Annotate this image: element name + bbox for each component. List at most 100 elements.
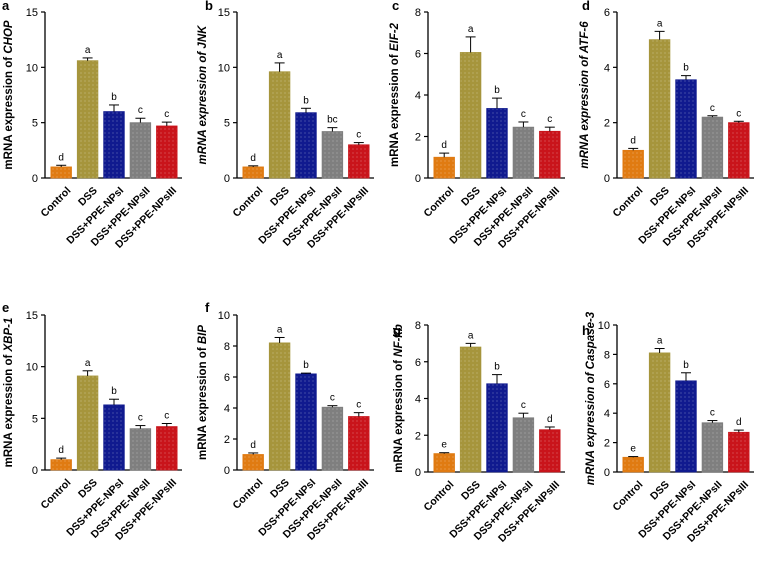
significance-letter: d xyxy=(547,414,553,425)
significance-letter: d xyxy=(250,440,256,451)
y-tick-label: 2 xyxy=(415,132,421,144)
chart-panel-e: e 0 5 10 15 mRNA expression of XBP-1 d Control a… xyxy=(2,300,182,543)
panel-letter: f xyxy=(205,300,210,315)
bar-dss xyxy=(268,71,291,179)
bar-control xyxy=(242,166,264,179)
bar-dss-ppe-npsii xyxy=(321,406,344,471)
bar-dss-ppe-npsi xyxy=(103,111,125,179)
y-tick-label: 8 xyxy=(415,320,421,332)
x-tick-label: Control xyxy=(231,477,266,512)
significance-letter: a xyxy=(277,50,283,61)
bar-control xyxy=(50,166,72,179)
x-tick-label: Control xyxy=(611,185,646,220)
bar-dss-ppe-npsii xyxy=(701,116,724,179)
significance-letter: b xyxy=(683,63,689,74)
bar-dss-ppe-npsiii xyxy=(348,144,370,179)
bar-dss-ppe-npsii xyxy=(129,122,152,179)
y-tick-label: 4 xyxy=(224,403,230,415)
y-tick-label: 0 xyxy=(224,173,230,185)
bar-dss-ppe-npsi xyxy=(103,404,125,471)
y-tick-label: 5 xyxy=(224,118,230,130)
y-tick-label: 8 xyxy=(415,7,421,19)
y-tick-label: 15 xyxy=(218,7,230,19)
bar-dss xyxy=(459,52,482,179)
bar-dss-ppe-npsiii xyxy=(156,125,178,179)
significance-letter: a xyxy=(277,324,283,335)
x-tick-label: Control xyxy=(39,185,74,220)
bar-dss-ppe-npsii xyxy=(512,417,535,473)
bar-dss-ppe-npsi xyxy=(486,108,508,179)
bar-dss-ppe-npsiii xyxy=(156,426,178,471)
y-axis-label: mRNA expression of NF-kb xyxy=(393,324,405,472)
bar-dss xyxy=(76,375,99,471)
y-tick-label: 4 xyxy=(604,62,610,74)
bar-dss-ppe-npsi xyxy=(675,79,697,179)
significance-letter: b xyxy=(683,360,689,371)
significance-letter: b xyxy=(494,362,500,373)
significance-letter: b xyxy=(111,386,117,397)
y-tick-label: 0 xyxy=(604,173,610,185)
y-tick-label: 10 xyxy=(598,320,610,332)
y-tick-label: 10 xyxy=(218,62,230,74)
significance-letter: d xyxy=(58,445,64,456)
x-tick-label: Control xyxy=(231,185,266,220)
panel-letter: a xyxy=(2,0,10,13)
significance-letter: a xyxy=(85,45,91,56)
significance-letter: c xyxy=(547,114,552,125)
y-tick-label: 15 xyxy=(26,7,38,19)
significance-letter: c xyxy=(710,103,715,114)
significance-letter: c xyxy=(164,109,169,120)
y-tick-label: 0 xyxy=(224,465,230,477)
y-tick-label: 5 xyxy=(32,413,38,425)
bar-dss xyxy=(648,352,671,473)
y-tick-label: 6 xyxy=(604,7,610,19)
y-tick-label: 0 xyxy=(604,467,610,479)
bar-control xyxy=(622,456,644,473)
y-tick-label: 5 xyxy=(32,118,38,130)
bar-control xyxy=(433,156,455,179)
significance-letter: b xyxy=(111,92,117,103)
significance-letter: a xyxy=(657,336,663,347)
significance-letter: d xyxy=(58,152,64,163)
y-tick-label: 8 xyxy=(224,341,230,353)
y-tick-label: 6 xyxy=(415,357,421,369)
y-tick-label: 10 xyxy=(218,310,230,322)
significance-letter: a xyxy=(657,18,663,29)
y-axis-label: mRNA expression of JNK xyxy=(197,25,209,165)
y-axis-label: mRNA expression of Caspase-3 xyxy=(585,311,597,485)
significance-letter: d xyxy=(250,153,256,164)
x-tick-label: Control xyxy=(422,185,457,220)
significance-letter: c xyxy=(138,413,143,424)
bar-dss-ppe-npsi xyxy=(295,373,317,471)
y-tick-label: 8 xyxy=(604,349,610,361)
significance-letter: a xyxy=(468,330,474,341)
bar-dss xyxy=(648,39,671,179)
bar-dss-ppe-npsiii xyxy=(539,130,561,179)
bar-dss-ppe-npsii xyxy=(512,126,535,179)
y-tick-label: 10 xyxy=(26,362,38,374)
y-tick-label: 15 xyxy=(26,310,38,322)
significance-letter: c xyxy=(736,108,741,119)
significance-letter: c xyxy=(330,393,335,404)
panel-letter: e xyxy=(2,300,9,315)
bar-control xyxy=(433,453,455,473)
panel-letter: g xyxy=(393,323,401,338)
bar-dss-ppe-npsiii xyxy=(728,122,750,179)
y-tick-label: 0 xyxy=(32,465,38,477)
significance-letter: b xyxy=(494,85,500,96)
bar-dss-ppe-npsiii xyxy=(348,416,370,471)
significance-letter: b xyxy=(303,360,309,371)
significance-letter: b xyxy=(303,95,309,106)
bar-dss xyxy=(76,60,99,179)
y-tick-label: 6 xyxy=(224,372,230,384)
y-axis-label: mRNA expression of XBP-1 xyxy=(3,318,15,468)
significance-letter: e xyxy=(630,444,636,455)
bar-dss-ppe-npsi xyxy=(675,380,697,473)
y-tick-label: 2 xyxy=(604,118,610,130)
y-axis-label: mRNA expression of CHOP xyxy=(3,20,15,169)
x-tick-label: Control xyxy=(39,477,74,512)
